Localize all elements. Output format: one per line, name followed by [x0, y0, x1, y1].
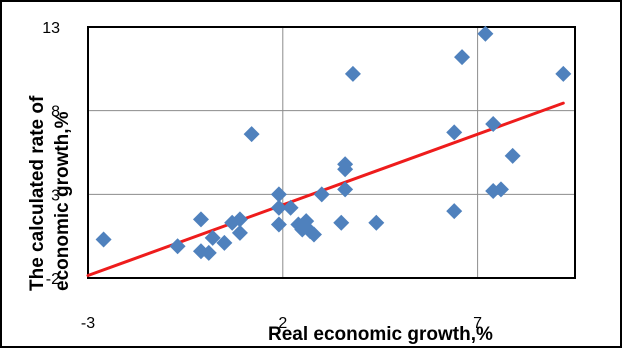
data-point	[504, 147, 521, 164]
data-point	[192, 211, 209, 228]
data-point	[368, 214, 385, 231]
data-point	[200, 244, 217, 261]
data-point	[337, 181, 354, 198]
y-axis-title: The calculated rate of economic growth,%	[27, 95, 73, 291]
data-point	[492, 181, 509, 198]
x-tick-label: 2	[278, 315, 287, 332]
data-point	[270, 199, 287, 216]
data-point	[282, 199, 299, 216]
data-point	[305, 226, 322, 243]
data-point	[485, 116, 502, 133]
tick-labels: -3 2 7 -2 3 8 13	[42, 20, 482, 332]
data-point	[446, 124, 463, 141]
trend-line	[86, 101, 565, 277]
y-axis-title-line-2: economic growth,%	[52, 111, 73, 291]
y-tick-label: 13	[42, 20, 60, 37]
data-point	[204, 229, 221, 246]
data-point	[337, 156, 354, 173]
y-axis-title-line-1: The calculated rate of	[27, 95, 48, 291]
data-point	[169, 238, 186, 255]
x-tick-label: -3	[81, 315, 95, 332]
x-axis-title: Real economic growth,%	[268, 324, 493, 345]
y-tick-label: 3	[51, 187, 60, 204]
data-point	[454, 49, 471, 66]
data-point	[216, 234, 233, 251]
data-point	[243, 126, 260, 143]
data-point	[555, 65, 572, 82]
data-point	[477, 25, 494, 42]
data-point	[231, 224, 248, 241]
data-points	[95, 25, 572, 261]
y-tick-label: 8	[51, 104, 60, 121]
data-point	[270, 216, 287, 233]
data-point	[95, 231, 112, 248]
data-point	[344, 65, 361, 82]
data-point	[313, 186, 330, 203]
data-point	[446, 203, 463, 220]
y-tick-label: -2	[46, 271, 60, 288]
plot-area-background	[88, 27, 575, 278]
data-point	[333, 214, 350, 231]
x-tick-label: 7	[473, 315, 482, 332]
data-point	[270, 186, 287, 203]
plot-area-border	[87, 26, 576, 279]
data-point	[231, 211, 248, 228]
